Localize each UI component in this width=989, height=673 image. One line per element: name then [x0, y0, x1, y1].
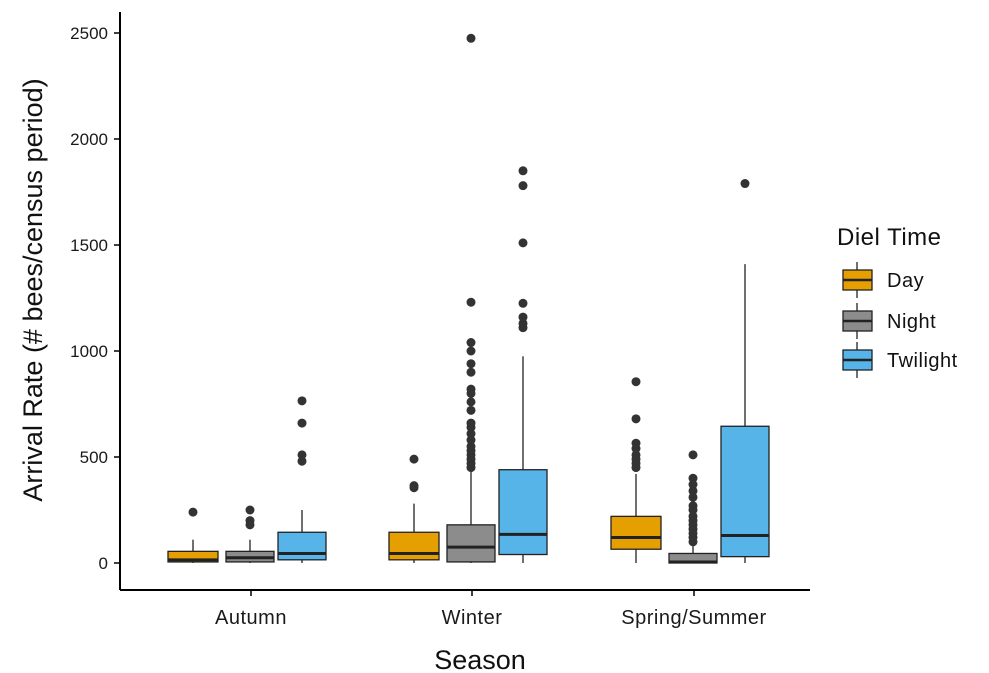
box-night-winter: [446, 33, 496, 563]
x-tick-label: Spring/Summer: [621, 607, 766, 629]
outlier-point: [466, 297, 476, 307]
outlier-point: [631, 414, 641, 424]
plot-area: [167, 33, 770, 564]
outlier-point: [297, 450, 307, 460]
outlier-point: [188, 507, 198, 517]
box-twilight-spring-summer: [720, 179, 770, 563]
legend-item-twilight: Twilight: [842, 342, 958, 378]
outlier-point: [466, 338, 476, 348]
box-iqr: [277, 531, 327, 561]
outlier-point: [518, 238, 528, 248]
outlier-point: [466, 418, 476, 428]
outlier-point: [245, 516, 255, 526]
x-axis-title: Season: [434, 645, 526, 673]
outlier-point: [631, 450, 641, 460]
x-tick-label: Autumn: [215, 607, 287, 629]
outlier-point: [466, 367, 476, 377]
outlier-point: [466, 384, 476, 394]
box-twilight-winter: [498, 166, 548, 563]
outlier-point: [740, 179, 750, 189]
legend-item-day: Day: [842, 262, 924, 298]
outlier-point: [409, 481, 419, 491]
outlier-point: [688, 492, 698, 502]
box-iqr: [446, 524, 496, 563]
outlier-point: [297, 418, 307, 428]
box-twilight-autumn: [277, 396, 327, 563]
outlier-point: [688, 450, 698, 460]
y-tick-label: 1500: [70, 236, 108, 255]
y-tick-label: 1000: [70, 342, 108, 361]
outlier-point: [466, 33, 476, 43]
box-iqr: [720, 425, 770, 558]
box-day-spring-summer: [610, 377, 662, 563]
outlier-point: [688, 473, 698, 483]
outlier-point: [688, 486, 698, 496]
box-day-winter: [388, 454, 440, 563]
outlier-point: [245, 505, 255, 515]
outlier-point: [688, 501, 698, 511]
outlier-point: [518, 318, 528, 328]
box-day-autumn: [167, 507, 219, 563]
legend-label: Night: [887, 311, 936, 333]
y-tick-label: 0: [99, 554, 108, 573]
outlier-point: [466, 405, 476, 415]
outlier-point: [631, 377, 641, 387]
box-iqr: [610, 515, 662, 550]
outlier-point: [466, 346, 476, 356]
box-iqr: [167, 550, 219, 563]
outlier-point: [297, 396, 307, 406]
axes: 0 500 1000 1500 2000 2500 Autumn Winter Spring/S…: [70, 12, 810, 629]
outlier-point: [688, 480, 698, 490]
outlier-point: [466, 359, 476, 369]
y-tick-label: 500: [80, 448, 108, 467]
legend-title: Diel Time: [837, 224, 942, 251]
outlier-point: [466, 441, 476, 451]
legend-item-night: Night: [842, 303, 936, 339]
outlier-point: [518, 298, 528, 308]
outlier-point: [466, 435, 476, 445]
y-tick-label: 2500: [70, 24, 108, 43]
outlier-point: [631, 438, 641, 448]
legend-label: Day: [887, 270, 924, 292]
y-tick-label: 2000: [70, 130, 108, 149]
box-night-autumn: [225, 505, 275, 563]
outlier-point: [409, 454, 419, 464]
outlier-point: [297, 456, 307, 466]
legend-label: Twilight: [887, 350, 958, 372]
y-axis-title: Arrival Rate (# bees/census period): [18, 78, 48, 501]
outlier-point: [518, 166, 528, 176]
outlier-point: [518, 312, 528, 322]
box-iqr: [498, 469, 548, 556]
outlier-point: [466, 429, 476, 439]
box-night-spring-summer: [668, 450, 718, 564]
legend: Diel Time Day Night Twilight: [837, 224, 958, 378]
outlier-point: [466, 397, 476, 407]
outlier-point: [518, 181, 528, 191]
box-iqr: [388, 531, 440, 561]
x-tick-label: Winter: [442, 607, 503, 629]
outlier-point: [688, 511, 698, 521]
